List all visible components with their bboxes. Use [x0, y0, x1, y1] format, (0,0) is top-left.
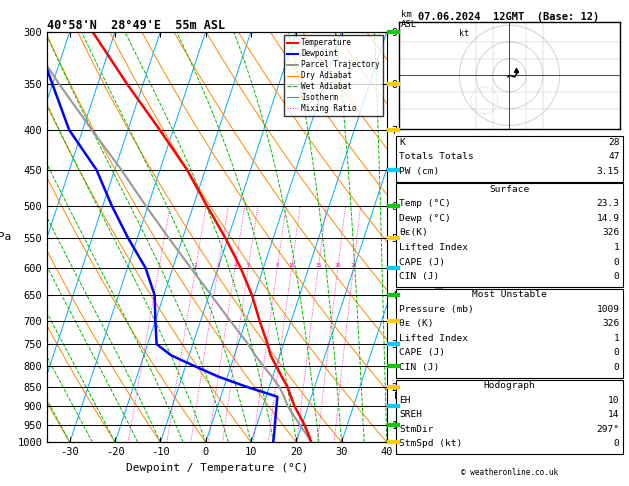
Text: 15: 15 — [315, 263, 321, 268]
Text: EH: EH — [399, 396, 411, 405]
Text: kt: kt — [459, 29, 469, 37]
Text: θε(K): θε(K) — [399, 228, 428, 238]
Text: θε (K): θε (K) — [399, 319, 434, 329]
Text: 14: 14 — [608, 410, 620, 419]
Text: km
ASL: km ASL — [401, 10, 417, 29]
Text: 20: 20 — [335, 263, 341, 268]
Text: 10: 10 — [608, 396, 620, 405]
Text: 0: 0 — [614, 348, 620, 358]
Text: Temp (°C): Temp (°C) — [399, 199, 451, 208]
Text: 1009: 1009 — [596, 305, 620, 314]
Text: 5: 5 — [247, 263, 250, 268]
Y-axis label: Mixing Ratio (g/kg): Mixing Ratio (g/kg) — [437, 181, 447, 293]
Text: 3.15: 3.15 — [596, 167, 620, 176]
Text: 10: 10 — [288, 263, 295, 268]
Text: CAPE (J): CAPE (J) — [399, 258, 445, 267]
Text: Dewp (°C): Dewp (°C) — [399, 214, 451, 223]
Text: Lifted Index: Lifted Index — [399, 243, 469, 252]
Text: StmDir: StmDir — [399, 425, 434, 434]
Y-axis label: hPa: hPa — [0, 232, 11, 242]
Text: CIN (J): CIN (J) — [399, 363, 440, 372]
Text: 14.9: 14.9 — [596, 214, 620, 223]
Text: CIN (J): CIN (J) — [399, 272, 440, 281]
Text: 40°58'N  28°49'E  55m ASL: 40°58'N 28°49'E 55m ASL — [47, 18, 225, 32]
Text: 2: 2 — [194, 263, 198, 268]
Text: 8: 8 — [276, 263, 279, 268]
Text: 0: 0 — [614, 258, 620, 267]
Text: © weatheronline.co.uk: © weatheronline.co.uk — [461, 468, 558, 477]
Text: 1: 1 — [614, 334, 620, 343]
Text: Pressure (mb): Pressure (mb) — [399, 305, 474, 314]
Text: 4: 4 — [233, 263, 237, 268]
Text: Hodograph: Hodograph — [484, 381, 535, 390]
Text: 47: 47 — [608, 152, 620, 161]
Text: CAPE (J): CAPE (J) — [399, 348, 445, 358]
Text: 326: 326 — [603, 319, 620, 329]
Text: LCL: LCL — [394, 392, 409, 401]
Text: 297°: 297° — [596, 425, 620, 434]
Text: 0: 0 — [614, 439, 620, 449]
Text: StmSpd (kt): StmSpd (kt) — [399, 439, 463, 449]
Text: 07.06.2024  12GMT  (Base: 12): 07.06.2024 12GMT (Base: 12) — [418, 12, 599, 22]
Text: PW (cm): PW (cm) — [399, 167, 440, 176]
Text: Lifted Index: Lifted Index — [399, 334, 469, 343]
Text: 1: 1 — [157, 263, 160, 268]
X-axis label: Dewpoint / Temperature (°C): Dewpoint / Temperature (°C) — [126, 463, 308, 473]
Text: Totals Totals: Totals Totals — [399, 152, 474, 161]
Legend: Temperature, Dewpoint, Parcel Trajectory, Dry Adiabat, Wet Adiabat, Isotherm, Mi: Temperature, Dewpoint, Parcel Trajectory… — [284, 35, 383, 116]
Text: 0: 0 — [614, 272, 620, 281]
Text: 28: 28 — [608, 138, 620, 147]
Text: Surface: Surface — [489, 185, 530, 194]
Text: 23.3: 23.3 — [596, 199, 620, 208]
Text: 3: 3 — [216, 263, 220, 268]
Text: Most Unstable: Most Unstable — [472, 290, 547, 299]
Text: SREH: SREH — [399, 410, 423, 419]
Text: 0: 0 — [614, 363, 620, 372]
Text: K: K — [399, 138, 405, 147]
Text: 1: 1 — [614, 243, 620, 252]
Text: 25: 25 — [350, 263, 357, 268]
Text: 326: 326 — [603, 228, 620, 238]
